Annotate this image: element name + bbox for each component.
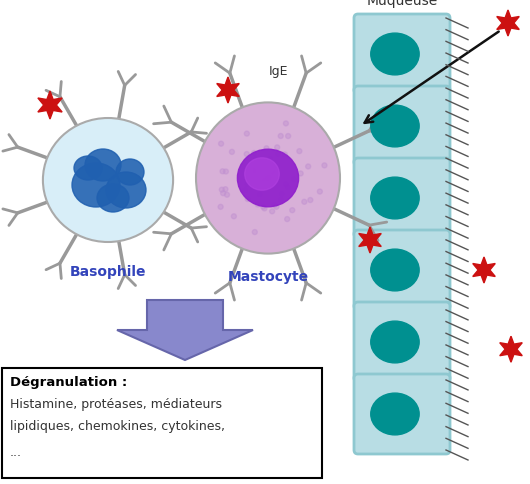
Ellipse shape (279, 192, 284, 197)
Ellipse shape (218, 141, 224, 146)
Ellipse shape (285, 217, 290, 222)
Ellipse shape (306, 164, 311, 169)
Bar (2, 368, 322, 478)
Ellipse shape (196, 103, 340, 254)
Ellipse shape (245, 197, 250, 201)
Ellipse shape (72, 163, 120, 207)
Ellipse shape (225, 192, 229, 197)
Ellipse shape (284, 182, 288, 187)
Ellipse shape (272, 202, 277, 208)
Text: Dégranulation :: Dégranulation : (10, 376, 127, 389)
Ellipse shape (286, 134, 290, 138)
FancyBboxPatch shape (354, 230, 450, 310)
FancyBboxPatch shape (354, 86, 450, 166)
Text: ...: ... (10, 446, 22, 459)
FancyBboxPatch shape (354, 302, 450, 382)
Polygon shape (217, 77, 239, 103)
Ellipse shape (106, 172, 146, 208)
Ellipse shape (275, 145, 280, 150)
Ellipse shape (278, 134, 283, 138)
Ellipse shape (270, 209, 275, 214)
Ellipse shape (371, 177, 419, 219)
Ellipse shape (297, 149, 302, 153)
Ellipse shape (371, 249, 419, 291)
Ellipse shape (74, 156, 102, 180)
Ellipse shape (97, 184, 129, 212)
Polygon shape (497, 10, 519, 36)
Ellipse shape (308, 197, 313, 202)
Ellipse shape (85, 149, 121, 181)
Ellipse shape (245, 158, 279, 190)
Ellipse shape (232, 214, 236, 219)
Ellipse shape (261, 176, 266, 181)
Ellipse shape (262, 206, 267, 211)
Ellipse shape (252, 151, 257, 155)
Ellipse shape (220, 169, 225, 174)
Ellipse shape (276, 151, 280, 156)
Ellipse shape (266, 176, 270, 181)
Ellipse shape (223, 169, 228, 174)
Ellipse shape (262, 178, 268, 183)
Ellipse shape (274, 204, 279, 210)
Ellipse shape (245, 182, 250, 187)
Ellipse shape (298, 171, 303, 176)
Ellipse shape (371, 321, 419, 363)
Ellipse shape (257, 192, 262, 197)
Ellipse shape (253, 156, 258, 162)
Text: lipidiques, chemokines, cytokines,: lipidiques, chemokines, cytokines, (10, 420, 225, 433)
Ellipse shape (285, 185, 290, 190)
Ellipse shape (242, 188, 248, 193)
Ellipse shape (272, 171, 277, 176)
Ellipse shape (223, 187, 228, 192)
Ellipse shape (218, 204, 223, 210)
Text: Basophile: Basophile (70, 265, 146, 279)
Ellipse shape (322, 163, 327, 168)
FancyBboxPatch shape (354, 374, 450, 454)
Ellipse shape (244, 131, 249, 136)
Ellipse shape (244, 151, 249, 157)
Text: IgE: IgE (268, 65, 288, 78)
Text: Muqueuse: Muqueuse (366, 0, 438, 8)
Ellipse shape (278, 197, 284, 202)
Ellipse shape (264, 146, 269, 151)
Ellipse shape (371, 33, 419, 75)
Ellipse shape (290, 208, 295, 212)
Ellipse shape (43, 118, 173, 242)
Polygon shape (359, 227, 381, 253)
Ellipse shape (261, 204, 266, 209)
Polygon shape (500, 336, 522, 362)
Ellipse shape (252, 229, 257, 235)
Ellipse shape (317, 189, 322, 194)
FancyBboxPatch shape (354, 14, 450, 94)
Text: Mastocyte: Mastocyte (227, 270, 308, 284)
Ellipse shape (302, 199, 307, 204)
Ellipse shape (267, 175, 272, 180)
Polygon shape (473, 257, 495, 283)
Ellipse shape (284, 121, 288, 126)
Ellipse shape (255, 202, 260, 207)
Ellipse shape (291, 177, 296, 182)
Ellipse shape (371, 393, 419, 435)
Ellipse shape (250, 168, 255, 173)
Ellipse shape (229, 150, 234, 154)
Ellipse shape (116, 159, 144, 185)
Ellipse shape (253, 167, 259, 173)
Ellipse shape (268, 156, 273, 162)
Ellipse shape (219, 187, 224, 192)
Polygon shape (38, 91, 62, 119)
FancyBboxPatch shape (354, 158, 450, 238)
Polygon shape (117, 300, 253, 360)
Ellipse shape (371, 105, 419, 147)
Ellipse shape (220, 191, 226, 196)
Ellipse shape (282, 152, 287, 157)
Ellipse shape (270, 169, 275, 174)
Ellipse shape (237, 149, 298, 207)
Text: Histamine, protéases, médiateurs: Histamine, protéases, médiateurs (10, 398, 222, 411)
